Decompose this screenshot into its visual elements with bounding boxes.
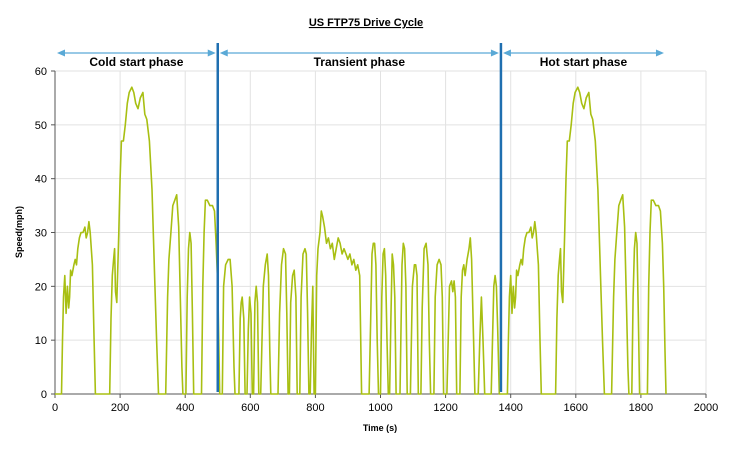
phase-label-1: Transient phase <box>314 55 406 69</box>
x-tick-label-8: 1600 <box>564 402 588 414</box>
y-tick-label-4: 40 <box>35 174 47 186</box>
y-tick-label-6: 60 <box>35 66 47 78</box>
x-tick-label-0: 0 <box>52 402 58 414</box>
x-tick-label-10: 2000 <box>694 402 718 414</box>
y-axis-title: Speed(mph) <box>14 206 24 258</box>
y-tick-label-1: 10 <box>35 335 47 347</box>
phase-label-0: Cold start phase <box>89 55 183 69</box>
phase-arrow-head-left-0 <box>57 49 65 57</box>
x-tick-label-6: 1200 <box>433 402 457 414</box>
phase-arrow-head-right-0 <box>207 49 216 57</box>
y-tick-label-3: 30 <box>35 228 47 240</box>
phase-arrow-head-left-1 <box>219 49 228 57</box>
x-tick-label-7: 1400 <box>498 402 522 414</box>
x-tick-label-2: 400 <box>176 402 194 414</box>
y-tick-label-2: 20 <box>35 281 47 293</box>
x-tick-label-4: 800 <box>306 402 324 414</box>
phase-label-2: Hot start phase <box>540 55 628 69</box>
phase-arrow-head-left-2 <box>502 49 511 57</box>
series-layer <box>55 86 667 395</box>
x-tick-label-5: 1000 <box>368 402 392 414</box>
x-tick-label-1: 200 <box>111 402 129 414</box>
y-tick-label-0: 0 <box>41 389 47 401</box>
x-axis-title: Time (s) <box>363 423 397 433</box>
phase-layer: Cold start phase Transient phase Hot start… <box>57 43 664 392</box>
x-tick-label-9: 1800 <box>629 402 653 414</box>
x-tick-label-3: 600 <box>241 402 259 414</box>
phase-arrow-head-right-1 <box>490 49 499 57</box>
y-tick-label-5: 50 <box>35 120 47 132</box>
chart-title: US FTP75 Drive Cycle <box>309 17 423 29</box>
phase-arrow-head-right-2 <box>655 49 664 57</box>
speed-series-line-0 <box>55 86 667 395</box>
